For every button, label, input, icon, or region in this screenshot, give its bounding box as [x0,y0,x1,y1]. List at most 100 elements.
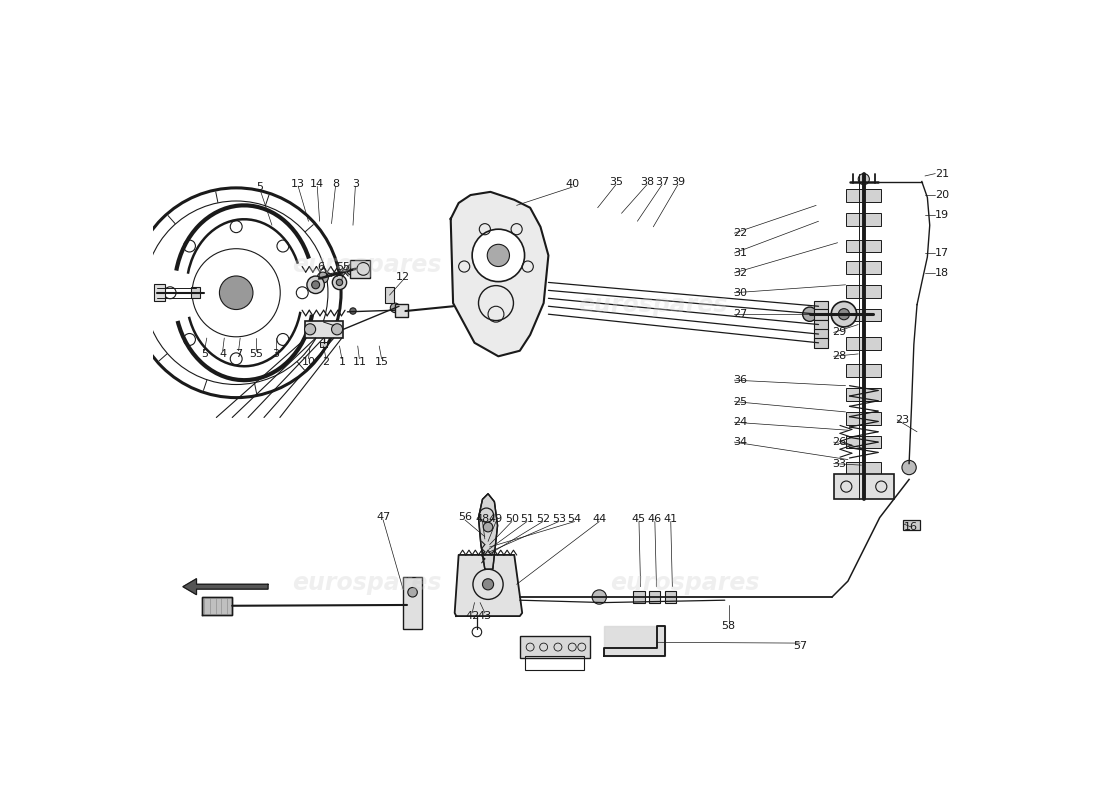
Bar [154,284,165,302]
Text: 40: 40 [565,179,580,189]
Polygon shape [451,192,549,356]
Text: 18: 18 [935,268,949,278]
Circle shape [902,460,916,474]
Circle shape [408,587,417,597]
Text: 7: 7 [235,349,242,359]
Text: 15: 15 [375,357,388,367]
Bar [846,239,881,252]
Text: 29: 29 [832,327,846,338]
Text: 2: 2 [322,357,330,367]
Bar [834,474,894,499]
Text: 28: 28 [832,351,846,362]
Bar [846,388,881,401]
Bar [525,656,584,670]
Circle shape [350,308,356,314]
Circle shape [317,272,329,283]
Text: 3: 3 [273,349,279,359]
Bar [814,310,828,320]
Bar [191,287,200,298]
Bar [846,214,881,226]
Circle shape [838,309,849,320]
Text: 55: 55 [249,349,263,359]
Bar [385,287,394,303]
Text: 58: 58 [722,622,736,631]
Text: 22: 22 [733,228,747,238]
Text: 52: 52 [536,514,550,524]
Text: 43: 43 [477,611,492,621]
Text: 36: 36 [733,375,747,385]
Circle shape [832,302,857,327]
Text: 5: 5 [256,182,264,192]
Text: 35: 35 [609,177,623,186]
Text: 32: 32 [733,268,747,278]
Bar [846,364,881,377]
Text: 56: 56 [458,512,472,522]
Bar [846,261,881,274]
Text: 41: 41 [663,514,678,524]
Text: 51: 51 [520,514,534,524]
Bar [649,591,660,603]
Text: 13: 13 [292,179,305,189]
Bar [846,436,881,449]
Circle shape [331,324,343,335]
Circle shape [305,324,316,335]
Text: 53: 53 [552,514,565,524]
Circle shape [346,264,358,275]
Bar [846,412,881,425]
Bar [320,342,327,346]
Polygon shape [604,626,666,656]
Text: 1: 1 [339,357,345,367]
Text: 23: 23 [895,415,910,425]
Bar [846,190,881,202]
Text: 30: 30 [733,288,747,298]
Text: 49: 49 [488,514,503,524]
Text: 44: 44 [592,514,606,524]
Circle shape [858,174,869,185]
Text: 33: 33 [832,458,846,469]
Bar [846,285,881,298]
Circle shape [390,303,400,313]
Text: 57: 57 [793,642,807,651]
Text: 24: 24 [733,418,747,427]
Bar [846,309,881,322]
Text: 10: 10 [301,357,316,367]
Circle shape [332,275,346,290]
Polygon shape [183,578,268,594]
Bar [520,636,590,658]
Polygon shape [478,494,497,570]
Text: 39: 39 [671,177,685,186]
Circle shape [592,590,606,604]
Bar [846,462,881,474]
Circle shape [219,276,253,310]
Circle shape [307,276,324,294]
Text: 20: 20 [935,190,949,200]
Text: 12: 12 [396,272,410,282]
Text: 27: 27 [733,309,747,319]
Circle shape [311,281,320,289]
Text: 38: 38 [640,177,654,186]
Text: 50: 50 [505,514,519,524]
Bar [202,597,232,614]
Text: 37: 37 [654,177,669,186]
Bar [814,302,828,312]
Text: eurospares: eurospares [293,570,442,594]
Text: 47: 47 [376,512,390,522]
Text: 54: 54 [568,514,582,524]
Text: 55: 55 [337,262,351,271]
Circle shape [487,244,509,266]
Bar [403,577,422,629]
Text: 17: 17 [935,248,949,258]
Circle shape [483,522,493,532]
Text: 34: 34 [733,437,747,447]
Bar [814,320,828,330]
Text: 3: 3 [352,179,359,189]
Bar [903,520,921,530]
Text: eurospares: eurospares [293,253,442,277]
Text: eurospares: eurospares [579,293,728,317]
Text: 6: 6 [318,262,324,271]
Text: 31: 31 [733,248,747,258]
Bar [666,591,676,603]
Text: 5: 5 [201,349,208,359]
Text: 14: 14 [310,179,324,189]
Bar [395,304,408,317]
